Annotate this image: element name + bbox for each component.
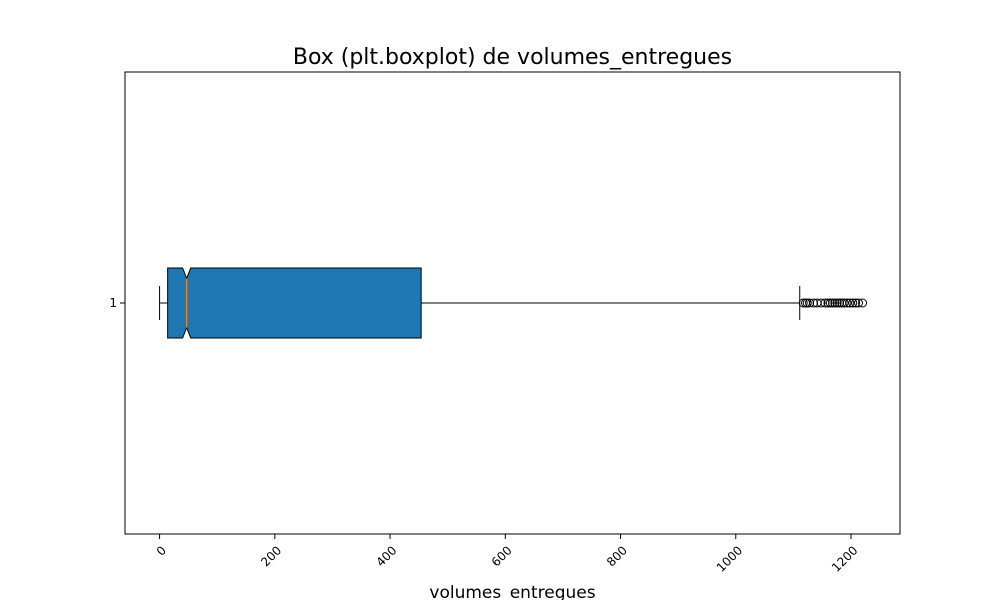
outlier-point-20 — [854, 298, 864, 308]
outlier-point-11 — [830, 298, 840, 308]
outlier-point-7 — [820, 298, 830, 308]
x-axis-label: volumes_entregues — [429, 583, 595, 600]
outlier-point-13 — [834, 298, 844, 308]
outlier-point-12 — [832, 298, 842, 308]
outlier-point-9 — [825, 298, 835, 308]
outlier-point-2 — [802, 298, 812, 308]
outlier-point-15 — [839, 298, 849, 308]
outlier-point-6 — [816, 298, 826, 308]
outlier-point-17 — [845, 298, 855, 308]
outlier-point-0 — [798, 298, 808, 308]
outlier-point-3 — [805, 298, 815, 308]
outlier-point-18 — [848, 298, 858, 308]
y-tick-label-0: 1 — [109, 296, 117, 310]
box-iqr — [167, 267, 422, 339]
outlier-point-21 — [858, 298, 868, 308]
outlier-point-16 — [842, 298, 852, 308]
outlier-point-4 — [809, 298, 819, 308]
chart-title: Box (plt.boxplot) de volumes_entregues — [293, 45, 732, 70]
outlier-point-10 — [828, 298, 838, 308]
outlier-point-19 — [851, 298, 861, 308]
outlier-point-8 — [823, 298, 833, 308]
